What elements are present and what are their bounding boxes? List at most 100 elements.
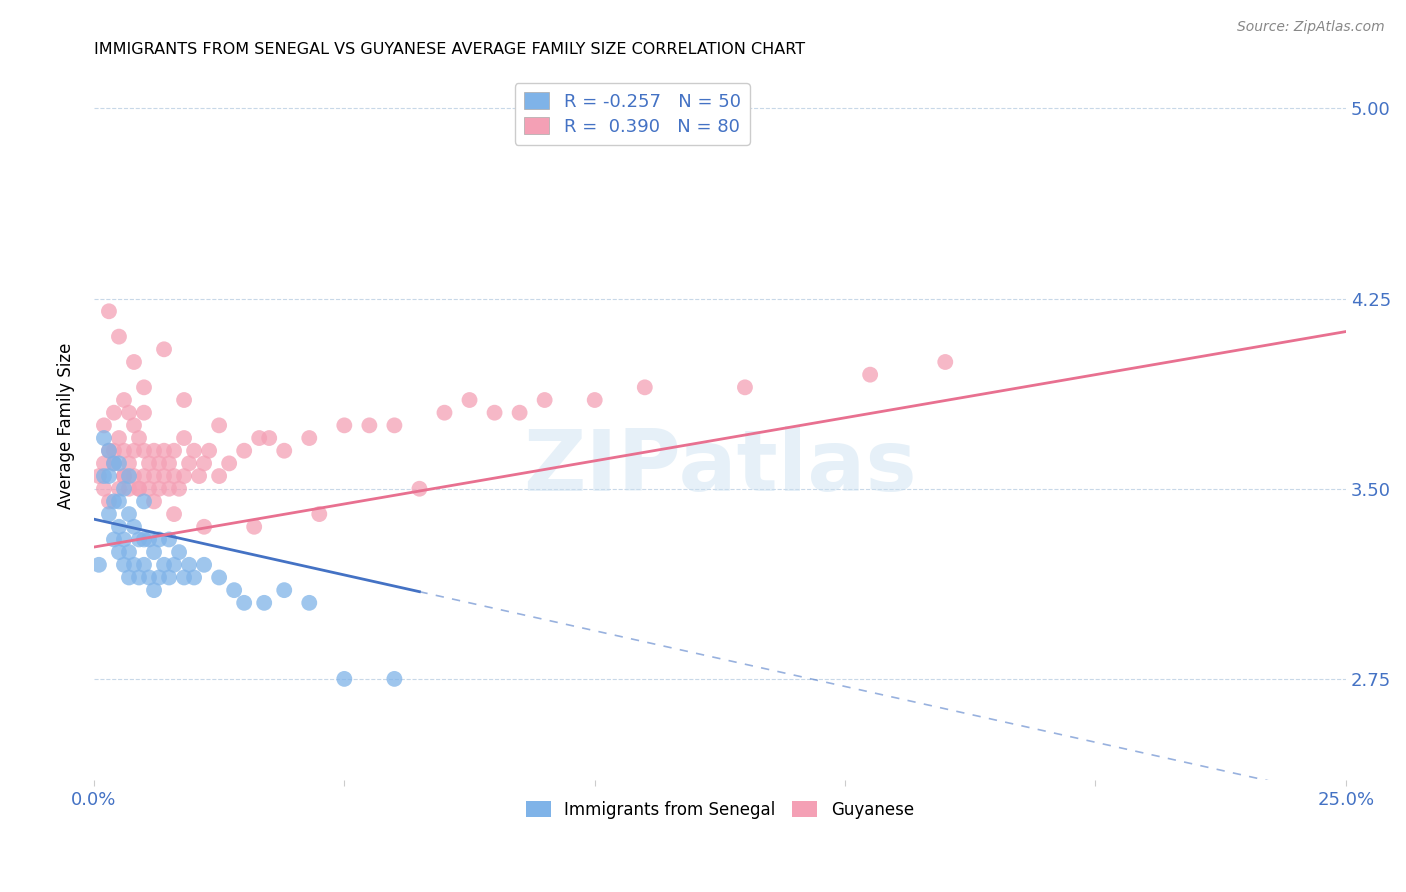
Point [233, 443, 256, 458]
Point [153, 343, 176, 357]
Point [108, 329, 131, 343]
Point [108, 545, 131, 559]
Point [298, 431, 321, 445]
Text: Source: ZipAtlas.com: Source: ZipAtlas.com [1237, 20, 1385, 34]
Point [183, 443, 205, 458]
Point [103, 406, 125, 420]
Point [163, 558, 186, 572]
Point [97, 443, 120, 458]
Point [734, 380, 756, 394]
Point [224, 583, 246, 598]
Point [148, 533, 170, 547]
Point [118, 469, 141, 483]
Point [118, 456, 141, 470]
Text: ZIPatlas: ZIPatlas [523, 426, 917, 509]
Point [148, 456, 170, 470]
Point [143, 583, 166, 598]
Legend: Immigrants from Senegal, Guyanese: Immigrants from Senegal, Guyanese [519, 794, 921, 825]
Point [298, 596, 321, 610]
Point [97, 304, 120, 318]
Point [333, 418, 356, 433]
Point [122, 469, 145, 483]
Point [143, 545, 166, 559]
Point [484, 406, 506, 420]
Point [103, 533, 125, 547]
Point [163, 443, 186, 458]
Point [108, 431, 131, 445]
Point [208, 469, 231, 483]
Point [193, 456, 215, 470]
Point [247, 431, 270, 445]
Point [257, 431, 280, 445]
Point [93, 456, 115, 470]
Point [118, 570, 141, 584]
Point [103, 456, 125, 470]
Point [253, 596, 276, 610]
Point [112, 469, 135, 483]
Point [583, 392, 606, 407]
Point [103, 494, 125, 508]
Point [132, 380, 155, 394]
Point [173, 392, 195, 407]
Point [122, 443, 145, 458]
Point [112, 469, 135, 483]
Point [93, 469, 115, 483]
Point [118, 507, 141, 521]
Point [384, 418, 406, 433]
Point [359, 418, 381, 433]
Point [167, 545, 190, 559]
Point [177, 558, 200, 572]
Point [859, 368, 882, 382]
Point [198, 443, 221, 458]
Point [108, 456, 131, 470]
Point [103, 443, 125, 458]
Point [138, 456, 160, 470]
Point [167, 482, 190, 496]
Point [193, 520, 215, 534]
Point [112, 392, 135, 407]
Point [112, 443, 135, 458]
Point [177, 456, 200, 470]
Point [143, 494, 166, 508]
Point [112, 482, 135, 496]
Point [93, 418, 115, 433]
Point [458, 392, 481, 407]
Point [208, 570, 231, 584]
Point [128, 482, 150, 496]
Point [132, 406, 155, 420]
Point [97, 469, 120, 483]
Point [243, 520, 266, 534]
Point [273, 583, 295, 598]
Point [384, 672, 406, 686]
Point [122, 558, 145, 572]
Point [173, 570, 195, 584]
Point [333, 672, 356, 686]
Point [193, 558, 215, 572]
Point [97, 443, 120, 458]
Point [138, 570, 160, 584]
Point [173, 431, 195, 445]
Point [108, 520, 131, 534]
Point [163, 507, 186, 521]
Point [408, 482, 430, 496]
Point [157, 456, 180, 470]
Point [153, 558, 176, 572]
Point [122, 520, 145, 534]
Point [118, 482, 141, 496]
Point [157, 570, 180, 584]
Point [533, 392, 555, 407]
Point [148, 482, 170, 496]
Point [143, 469, 166, 483]
Point [112, 533, 135, 547]
Point [153, 469, 176, 483]
Point [128, 533, 150, 547]
Point [509, 406, 531, 420]
Point [148, 570, 170, 584]
Point [183, 570, 205, 584]
Point [108, 482, 131, 496]
Point [138, 533, 160, 547]
Point [934, 355, 956, 369]
Point [112, 558, 135, 572]
Point [163, 469, 186, 483]
Point [138, 482, 160, 496]
